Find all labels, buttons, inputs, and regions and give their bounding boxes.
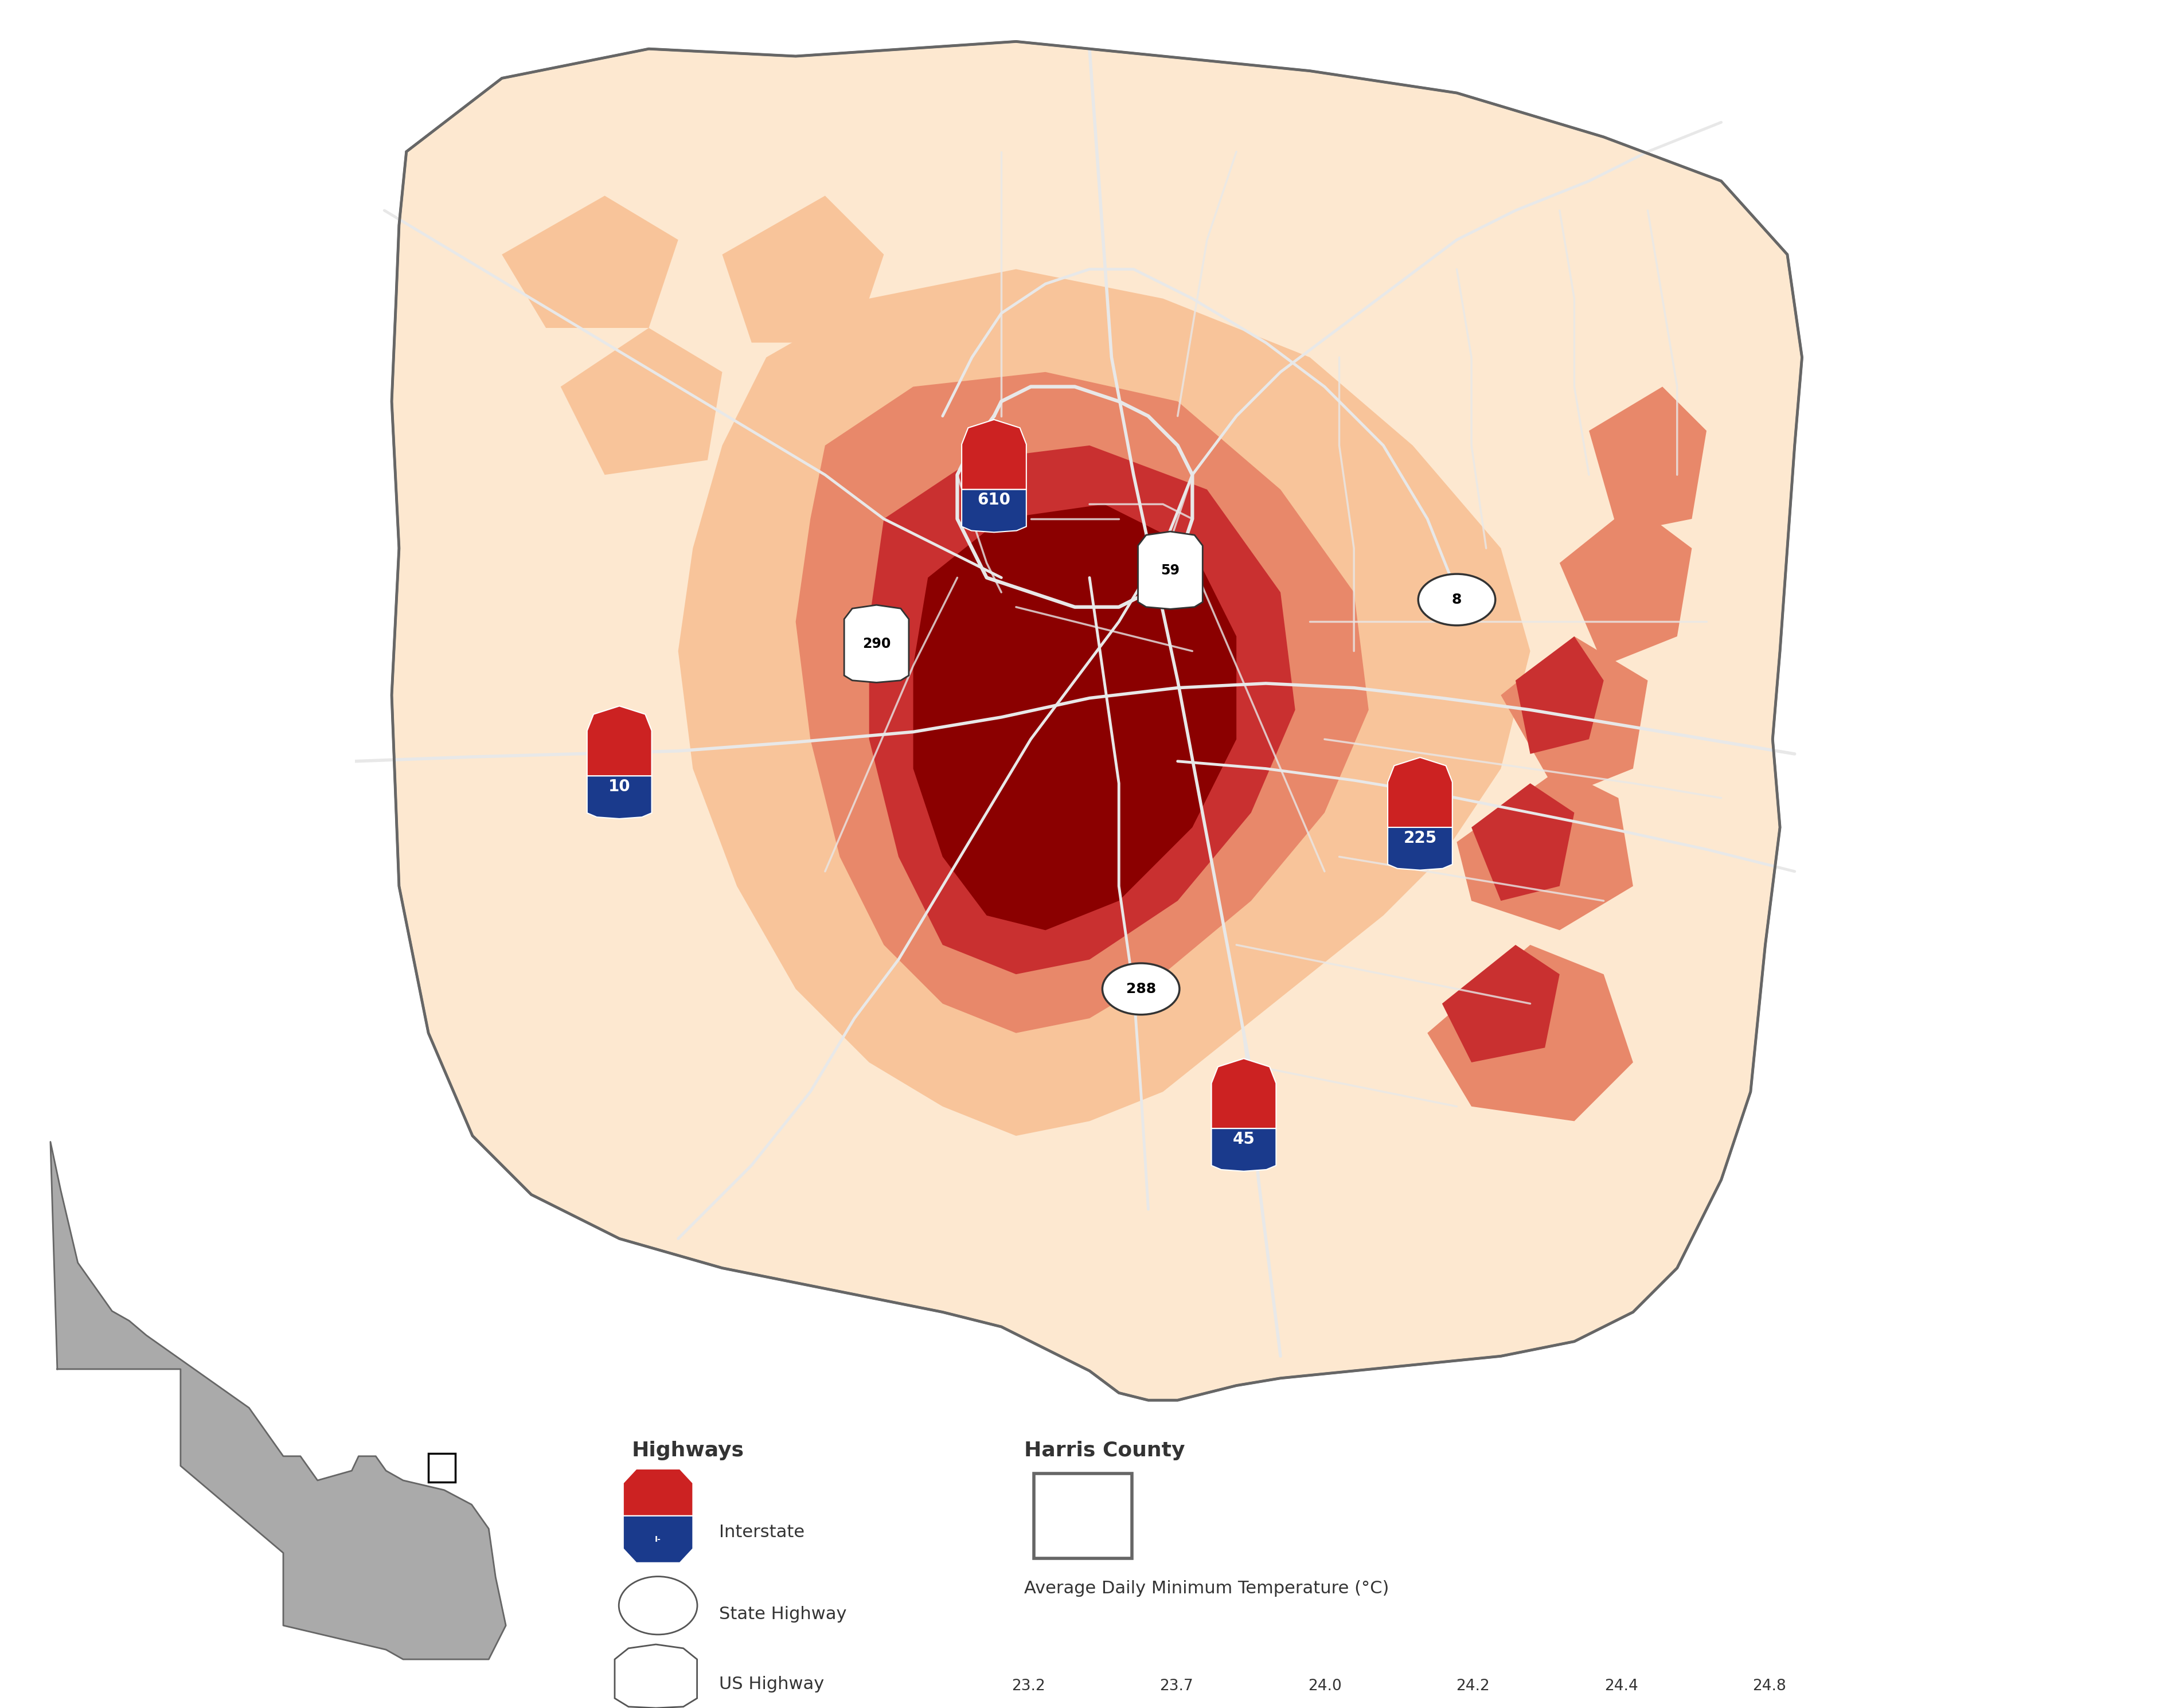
Polygon shape [1471,784,1573,900]
Text: Highways: Highways [632,1442,745,1460]
Text: State Highway: State Highway [719,1606,848,1623]
Polygon shape [1458,769,1632,931]
Text: 45: 45 [1233,1131,1255,1148]
Polygon shape [961,420,1026,490]
Text: 24.0: 24.0 [1307,1679,1342,1694]
Polygon shape [1517,637,1604,753]
Polygon shape [614,1645,697,1708]
Text: 24.2: 24.2 [1456,1679,1490,1694]
Text: 59: 59 [1161,564,1179,577]
Text: I-: I- [656,1535,660,1544]
Ellipse shape [1419,574,1495,625]
Polygon shape [586,775,652,818]
Text: 23.7: 23.7 [1159,1679,1194,1694]
Polygon shape [1388,827,1453,869]
Polygon shape [843,605,909,683]
Text: 24.8: 24.8 [1752,1679,1787,1694]
Polygon shape [1137,531,1203,610]
Text: 23.2: 23.2 [1011,1679,1046,1694]
FancyBboxPatch shape [1033,1474,1133,1558]
Polygon shape [392,41,1802,1401]
Polygon shape [721,196,885,343]
Polygon shape [1427,945,1632,1120]
Polygon shape [961,490,1026,533]
Text: 610: 610 [978,492,1011,509]
Polygon shape [1501,637,1647,798]
Polygon shape [1588,386,1706,533]
Polygon shape [678,270,1530,1136]
Polygon shape [623,1517,693,1563]
Bar [427,1454,455,1483]
Text: 8: 8 [1451,593,1462,606]
Text: 10: 10 [608,779,630,794]
Polygon shape [501,196,678,328]
Ellipse shape [1103,963,1179,1015]
Polygon shape [560,328,721,475]
Text: US Highway: US Highway [719,1676,824,1693]
Polygon shape [1560,504,1691,666]
Text: Average Daily Minimum Temperature (°C): Average Daily Minimum Temperature (°C) [1024,1580,1388,1597]
Polygon shape [795,372,1368,1033]
Polygon shape [1212,1059,1277,1129]
Polygon shape [1442,945,1560,1062]
Text: 290: 290 [863,637,891,651]
Polygon shape [586,705,652,775]
Polygon shape [913,504,1235,931]
Text: 288: 288 [1127,982,1155,996]
Text: 225: 225 [1403,830,1436,845]
Polygon shape [869,446,1294,974]
Text: Harris County: Harris County [1024,1442,1185,1460]
Polygon shape [50,1141,506,1660]
Polygon shape [623,1469,693,1517]
Ellipse shape [619,1576,697,1635]
Text: Interstate: Interstate [719,1524,804,1541]
Polygon shape [1212,1129,1277,1172]
Text: 24.4: 24.4 [1604,1679,1639,1694]
Polygon shape [1388,757,1453,827]
